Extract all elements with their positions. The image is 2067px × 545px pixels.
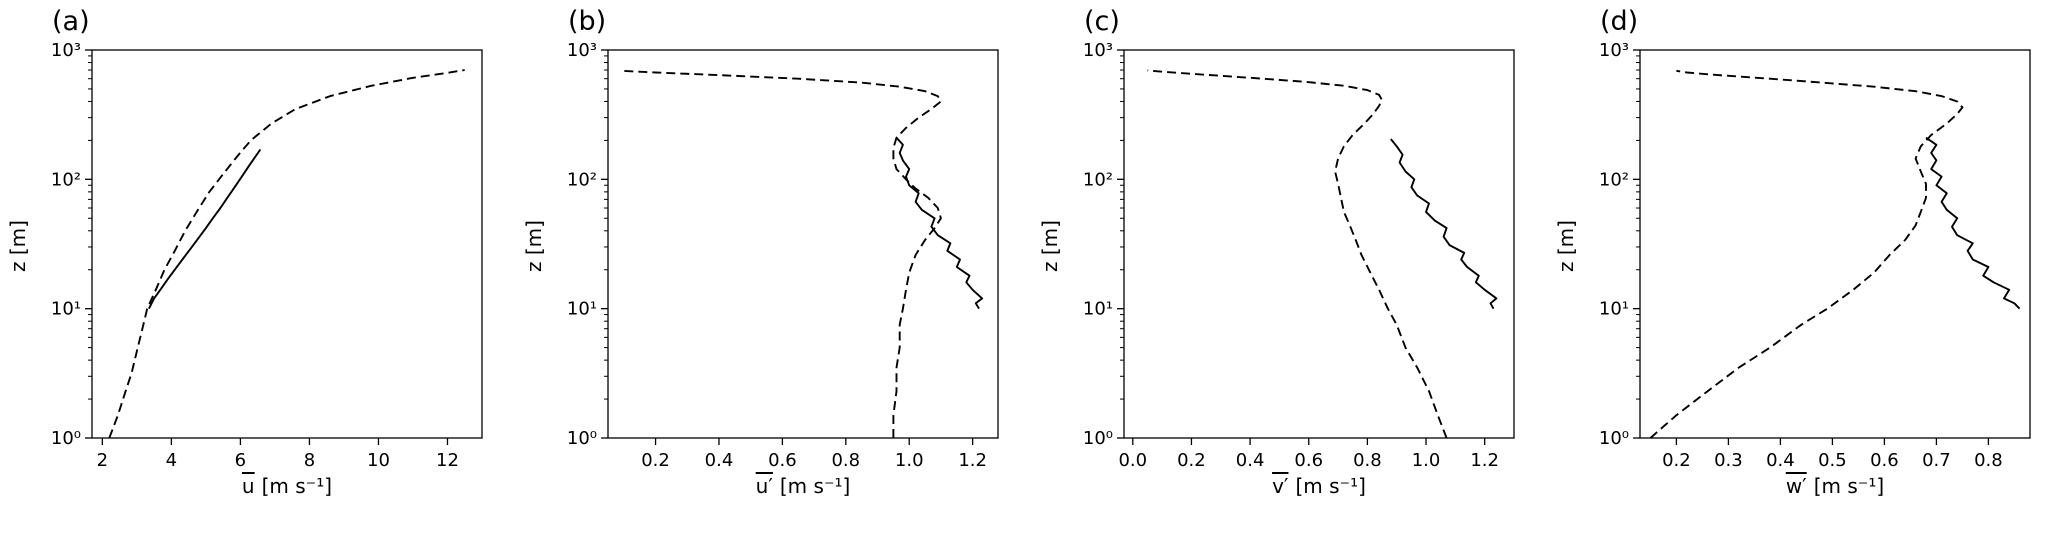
- y-tick-label: 10⁰: [567, 428, 597, 449]
- x-axis-variable-a: u: [241, 474, 255, 498]
- dashed-profile-line: [1649, 69, 1964, 439]
- y-tick-label: 10³: [1083, 40, 1113, 61]
- axes-box: [91, 49, 483, 439]
- y-tick-label: 10³: [51, 40, 81, 61]
- axes-box: [1123, 49, 1515, 439]
- y-tick-label: 10⁰: [1599, 428, 1629, 449]
- x-tick-label: 1.2: [1470, 450, 1499, 471]
- x-tick-label: 8: [304, 450, 315, 471]
- y-tick-label: 10¹: [1599, 299, 1629, 320]
- y-axis-ticks: 10⁰ 10¹ 10² 10³: [1083, 40, 1124, 449]
- y-axis-label-d: z [m]: [1554, 220, 1578, 272]
- x-tick-label: 1.0: [895, 450, 924, 471]
- x-tick-label: 2: [97, 450, 108, 471]
- y-axis-label-b: z [m]: [522, 220, 546, 272]
- x-axis-label-b: u′ [m s⁻¹]: [608, 474, 998, 498]
- x-tick-label: 10: [367, 450, 390, 471]
- solid-profile-line: [1390, 138, 1498, 310]
- y-tick-label: 10²: [567, 169, 597, 190]
- x-tick-label: 0.8: [1353, 450, 1382, 471]
- panel-label-d: (d): [1600, 6, 1639, 37]
- x-axis-label-a: u [m s⁻¹]: [92, 474, 482, 498]
- solid-profile-line: [895, 137, 984, 310]
- x-axis-variable-c: v′: [1272, 474, 1289, 498]
- x-tick-label: 0.8: [1974, 450, 2003, 471]
- x-tick-label: 0.5: [1818, 450, 1847, 471]
- plot-svg: 10⁰ 10¹ 10² 10³ 0.2 0.4 0.6 0.8 1.0 1.2: [567, 40, 999, 471]
- x-axis-units-d: [m s⁻¹]: [1813, 474, 1885, 498]
- y-tick-label: 10⁰: [51, 428, 81, 449]
- x-axis-units-b: [m s⁻¹]: [779, 474, 851, 498]
- x-tick-label: 1.0: [1412, 450, 1441, 471]
- x-tick-label: 0.4: [1766, 450, 1795, 471]
- x-tick-label: 0.4: [1236, 450, 1265, 471]
- solid-profile-line: [1925, 136, 2021, 310]
- x-tick-label: 0.4: [705, 450, 734, 471]
- x-tick-label: 0.0: [1118, 450, 1147, 471]
- x-axis-label-d: w′ [m s⁻¹]: [1640, 474, 2030, 498]
- panel-d: 10⁰ 10¹ 10² 10³ 0.2 0.3 0.4 0.5 0.6 0.7 0.8 (d) z …: [1548, 0, 2064, 541]
- x-tick-label: 1.2: [958, 450, 987, 471]
- axes-box: [1639, 49, 2031, 439]
- x-axis-ticks: 0.2 0.4 0.6 0.8 1.0 1.2: [641, 438, 987, 471]
- plot-svg: 10⁰ 10¹ 10² 10³ 2 4 6 8 10 12: [51, 40, 483, 471]
- x-tick-label: 0.6: [1870, 450, 1899, 471]
- y-tick-label: 10¹: [51, 299, 81, 320]
- axes-box: [607, 49, 999, 439]
- x-axis-units-c: [m s⁻¹]: [1295, 474, 1366, 498]
- dashed-profile-line: [108, 69, 465, 439]
- panel-c: 10⁰ 10¹ 10² 10³ 0.0 0.2 0.4 0.6 0.8 1.0 1.2 (c) z …: [1032, 0, 1548, 541]
- x-tick-label: 0.8: [831, 450, 860, 471]
- x-tick-label: 0.3: [1714, 450, 1743, 471]
- x-axis-ticks: 0.2 0.3 0.4 0.5 0.6 0.7 0.8: [1662, 438, 2003, 471]
- y-axis-ticks: 10⁰ 10¹ 10² 10³: [567, 40, 608, 449]
- x-axis-ticks: 2 4 6 8 10 12: [97, 438, 459, 471]
- y-tick-label: 10¹: [567, 299, 597, 320]
- plot-area-b: 10⁰ 10¹ 10² 10³ 0.2 0.4 0.6 0.8 1.0 1.2: [516, 0, 1032, 541]
- y-tick-label: 10²: [1599, 169, 1629, 190]
- x-tick-label: 0.2: [641, 450, 670, 471]
- x-axis-label-c: v′ [m s⁻¹]: [1124, 474, 1514, 498]
- plot-area-d: 10⁰ 10¹ 10² 10³ 0.2 0.3 0.4 0.5 0.6 0.7 0.8: [1548, 0, 2064, 541]
- y-tick-label: 10⁰: [1083, 428, 1113, 449]
- y-tick-label: 10²: [1083, 169, 1113, 190]
- y-axis-ticks: 10⁰ 10¹ 10² 10³: [51, 40, 92, 449]
- x-axis-ticks: 0.0 0.2 0.4 0.6 0.8 1.0 1.2: [1118, 438, 1499, 471]
- x-tick-label: 0.2: [1662, 450, 1691, 471]
- x-tick-label: 12: [436, 450, 459, 471]
- y-axis-label-c: z [m]: [1038, 220, 1062, 272]
- panel-a: 10⁰ 10¹ 10² 10³ 2 4 6 8 10 12 (a) z [m] u [m s⁻¹]: [0, 0, 516, 541]
- dashed-profile-line: [620, 69, 942, 438]
- panel-label-c: (c): [1084, 6, 1120, 37]
- plot-svg: 10⁰ 10¹ 10² 10³ 0.2 0.3 0.4 0.5 0.6 0.7 0.8: [1599, 40, 2031, 471]
- x-tick-label: 6: [235, 450, 246, 471]
- plot-area-a: 10⁰ 10¹ 10² 10³ 2 4 6 8 10 12: [0, 0, 516, 541]
- dashed-profile-line: [1147, 69, 1448, 439]
- panel-label-b: (b): [568, 6, 607, 37]
- x-axis-variable-d: w′: [1785, 474, 1807, 498]
- x-tick-label: 0.6: [1294, 450, 1323, 471]
- y-tick-label: 10²: [51, 169, 81, 190]
- x-tick-label: 0.7: [1922, 450, 1951, 471]
- plot-area-c: 10⁰ 10¹ 10² 10³ 0.0 0.2 0.4 0.6 0.8 1.0 1.2: [1032, 0, 1548, 541]
- x-tick-label: 0.6: [768, 450, 797, 471]
- solid-profile-line: [148, 148, 262, 310]
- x-axis-variable-b: u′: [755, 474, 773, 498]
- panel-b: 10⁰ 10¹ 10² 10³ 0.2 0.4 0.6 0.8 1.0 1.2 (b) z [m]…: [516, 0, 1032, 541]
- plot-svg: 10⁰ 10¹ 10² 10³ 0.0 0.2 0.4 0.6 0.8 1.0 1.2: [1083, 40, 1515, 471]
- y-axis-label-a: z [m]: [6, 220, 30, 272]
- x-axis-units-a: [m s⁻¹]: [261, 474, 333, 498]
- y-tick-label: 10¹: [1083, 299, 1113, 320]
- y-tick-label: 10³: [1599, 40, 1629, 61]
- x-tick-label: 0.2: [1177, 450, 1206, 471]
- y-tick-label: 10³: [567, 40, 597, 61]
- y-axis-ticks: 10⁰ 10¹ 10² 10³: [1599, 40, 1640, 449]
- panel-label-a: (a): [52, 6, 90, 37]
- x-tick-label: 4: [166, 450, 177, 471]
